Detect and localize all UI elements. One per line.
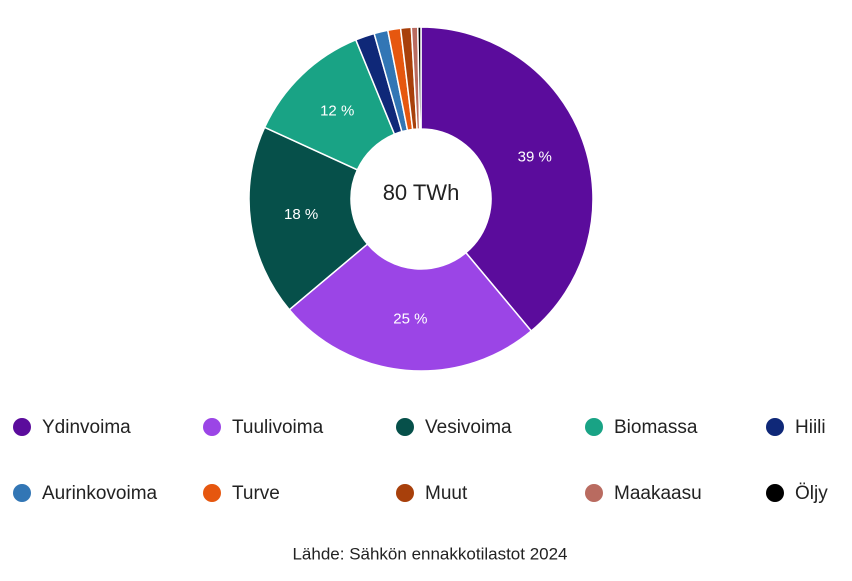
legend-label: Hiili <box>795 417 826 438</box>
source: Lähde: Sähkön ennakkotilastot 2024 <box>292 544 567 563</box>
legend-label: Vesivoima <box>425 417 512 438</box>
legend-label: Tuulivoima <box>232 417 324 438</box>
legend-marker <box>766 484 784 502</box>
center-label: 80 TWh <box>383 180 460 205</box>
slice-label: 18 % <box>284 206 318 223</box>
legend-label: Ydinvoima <box>42 417 131 438</box>
slice <box>248 126 369 311</box>
legend-marker <box>766 418 784 436</box>
slice-label: 12 % <box>320 103 354 120</box>
legend-label: Biomassa <box>614 417 698 438</box>
legend-marker <box>396 484 414 502</box>
legend-marker <box>203 418 221 436</box>
slice <box>420 26 594 333</box>
slice-label: 39 % <box>518 149 552 166</box>
legend-label: Turve <box>232 483 280 504</box>
legend-marker <box>13 484 31 502</box>
legend-label: Muut <box>425 483 468 504</box>
legend-label: Aurinkovoima <box>42 483 158 504</box>
legend-marker <box>203 484 221 502</box>
legend-marker <box>585 418 603 436</box>
legend-label: Öljy <box>795 483 828 504</box>
slice-label: 25 % <box>393 311 427 328</box>
legend-marker <box>396 418 414 436</box>
slice <box>417 26 422 130</box>
legend-marker <box>13 418 31 436</box>
legend-label: Maakaasu <box>614 483 702 504</box>
legend-marker <box>585 484 603 502</box>
slice <box>288 242 533 372</box>
